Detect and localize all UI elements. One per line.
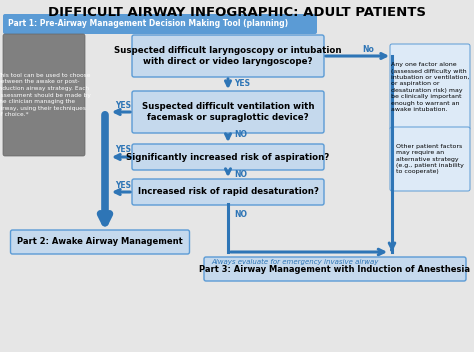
Text: NO: NO (234, 130, 247, 139)
Text: Part 3: Airway Management with Induction of Anesthesia: Part 3: Airway Management with Induction… (200, 264, 471, 274)
Text: Increased risk of rapid desaturation?: Increased risk of rapid desaturation? (137, 188, 319, 196)
FancyBboxPatch shape (390, 44, 470, 130)
FancyBboxPatch shape (132, 91, 324, 133)
FancyBboxPatch shape (132, 144, 324, 170)
FancyBboxPatch shape (204, 257, 466, 281)
FancyBboxPatch shape (3, 34, 85, 156)
Text: No: No (362, 44, 374, 54)
Text: YES: YES (234, 80, 250, 88)
FancyBboxPatch shape (132, 35, 324, 77)
FancyBboxPatch shape (132, 179, 324, 205)
FancyBboxPatch shape (3, 14, 317, 34)
Text: This tool can be used to choose
between the awake or post-
induction airway stra: This tool can be used to choose between … (0, 73, 91, 117)
Text: Other patient factors
may require an
alternative strategy
(e.g., patient inabili: Other patient factors may require an alt… (396, 144, 464, 174)
Text: YES: YES (115, 101, 131, 109)
FancyBboxPatch shape (10, 230, 190, 254)
Text: YES: YES (115, 181, 131, 189)
Text: Suspected difficult laryngoscopy or intubation
with direct or video laryngoscope: Suspected difficult laryngoscopy or intu… (114, 46, 342, 66)
Text: Part 1: Pre-Airway Management Decision Making Tool (planning): Part 1: Pre-Airway Management Decision M… (8, 19, 288, 29)
Text: Significantly increased risk of aspiration?: Significantly increased risk of aspirati… (127, 152, 329, 162)
Text: NO: NO (234, 210, 247, 219)
Text: Suspected difficult ventilation with
facemask or supraglottic device?: Suspected difficult ventilation with fac… (142, 102, 314, 122)
Text: DIFFICULT AIRWAY INFOGRAPHIC: ADULT PATIENTS: DIFFICULT AIRWAY INFOGRAPHIC: ADULT PATI… (48, 6, 426, 19)
Text: NO: NO (234, 170, 247, 179)
Text: Part 2: Awake Airway Management: Part 2: Awake Airway Management (17, 238, 183, 246)
Text: Always evaluate for emergency invasive airway: Always evaluate for emergency invasive a… (211, 259, 379, 265)
Text: YES: YES (115, 145, 131, 155)
FancyBboxPatch shape (390, 127, 470, 191)
Text: Any one factor alone
(assessed difficulty with
intubation or ventilation,
or asp: Any one factor alone (assessed difficult… (391, 62, 469, 112)
